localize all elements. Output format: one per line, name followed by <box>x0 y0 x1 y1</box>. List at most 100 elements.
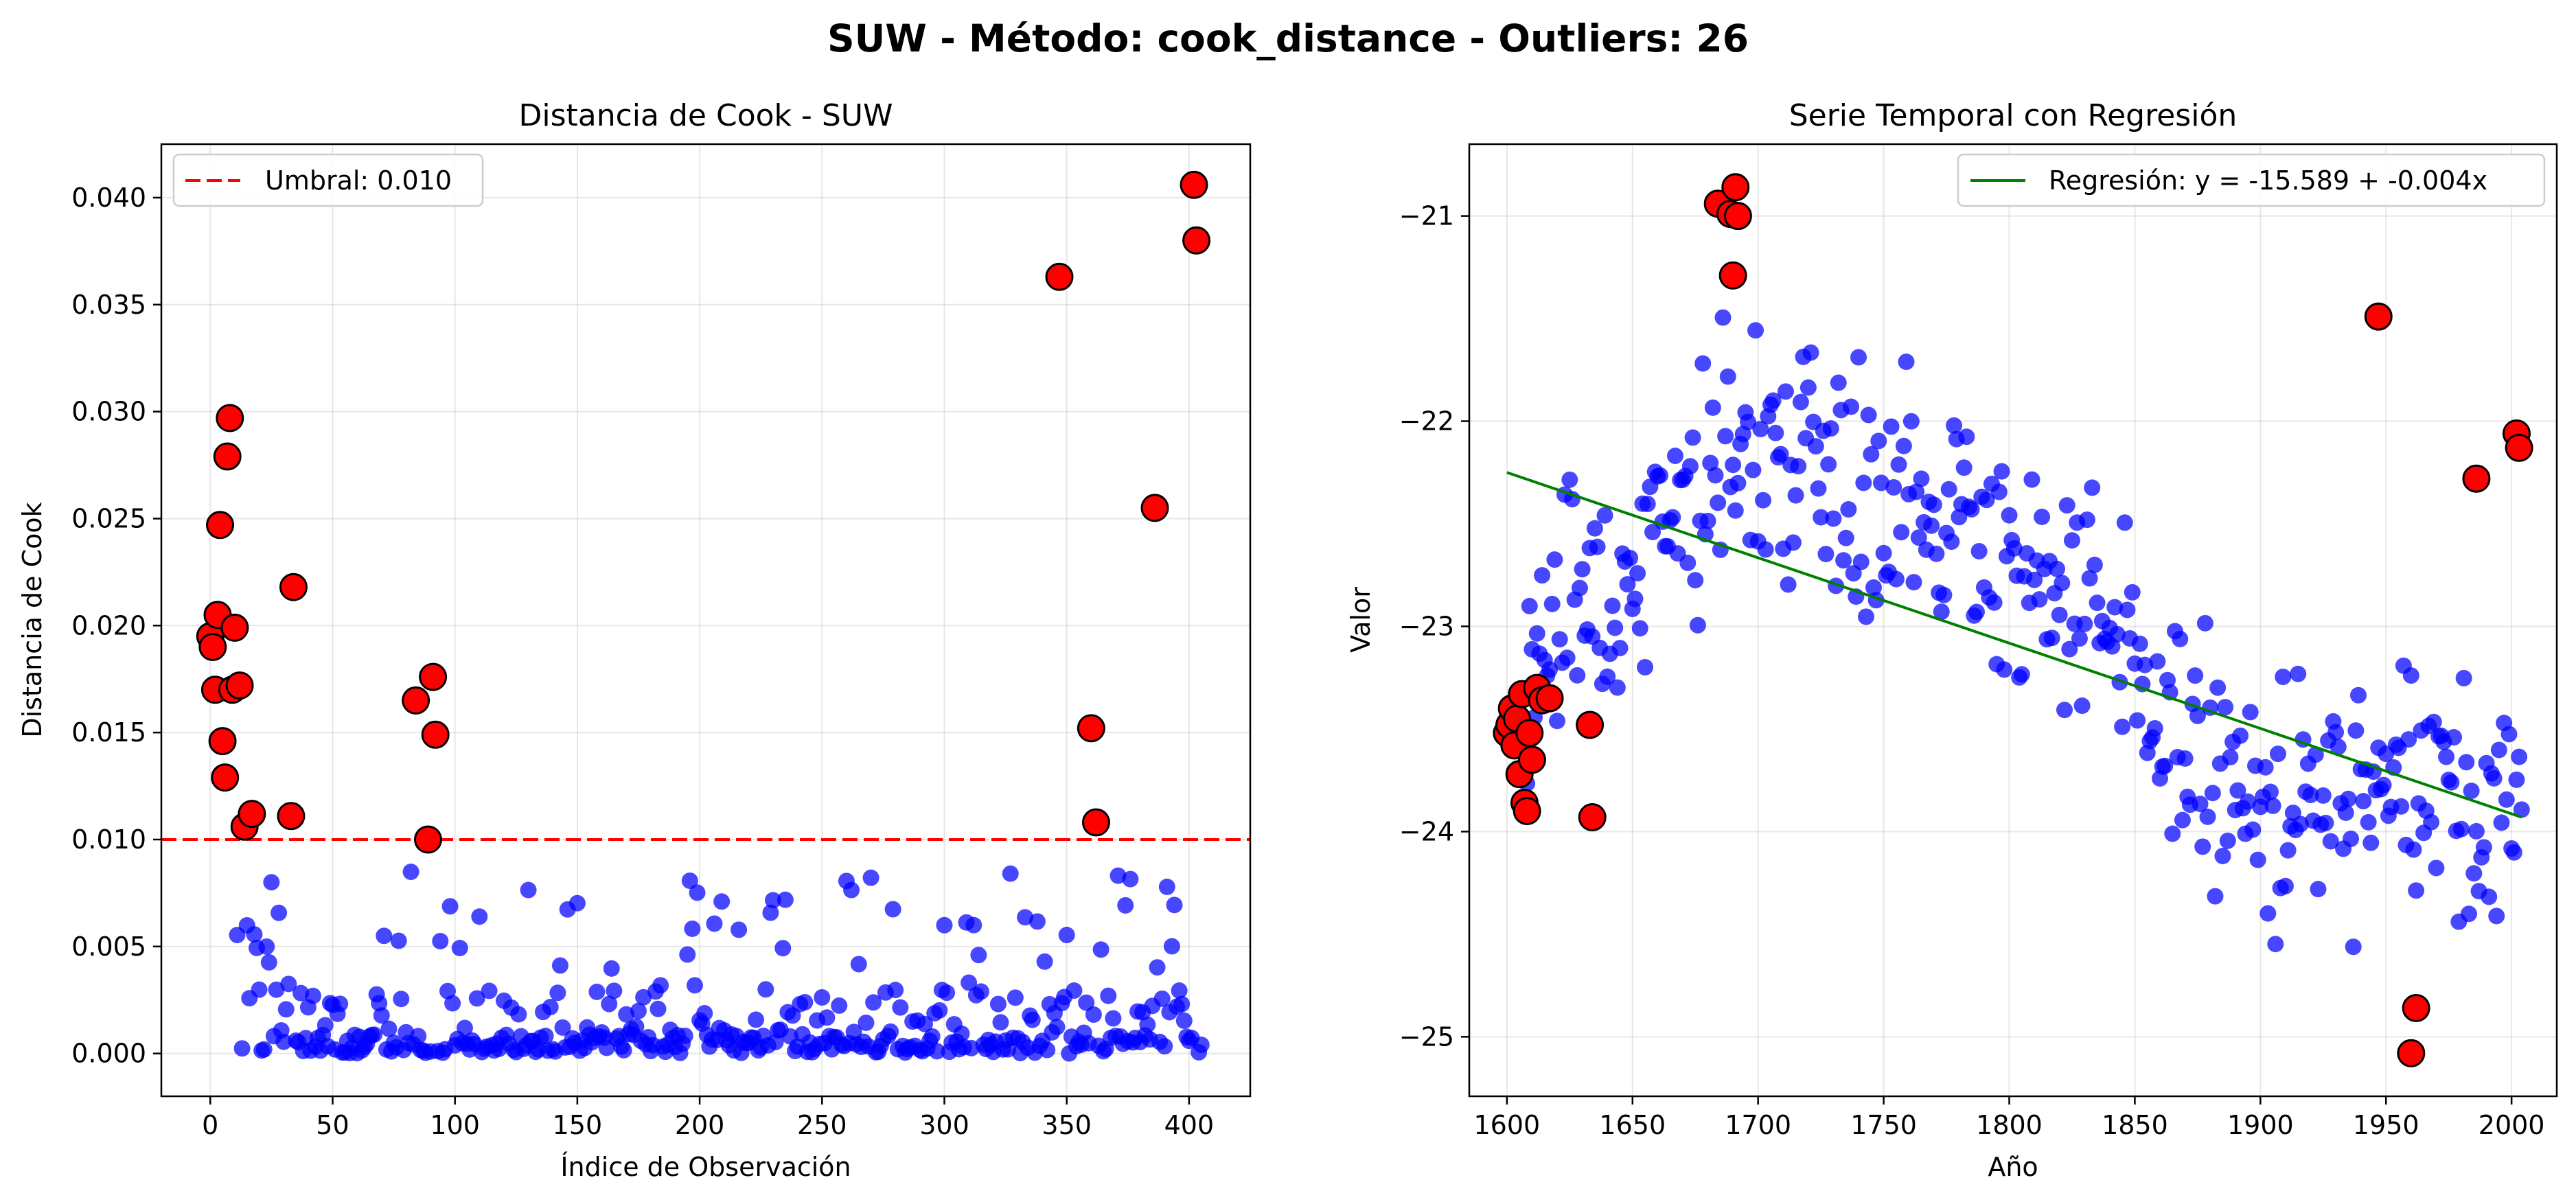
series-point <box>2327 724 2345 741</box>
cook-point <box>410 1028 427 1045</box>
cook-y-tick-label: 0.025 <box>71 503 146 533</box>
series-point <box>2054 575 2071 592</box>
series-point <box>1629 565 1646 582</box>
series-point <box>1943 533 1960 551</box>
cook-point <box>757 981 774 998</box>
series-point <box>1559 649 1576 667</box>
cook-point <box>549 984 566 1002</box>
series-point <box>2475 839 2492 856</box>
series-point <box>2490 741 2507 759</box>
cook-chart-title: Distancia de Cook - SUW <box>518 98 893 133</box>
cook-point <box>684 920 701 937</box>
cook-point <box>468 990 485 1007</box>
series-x-tick-label: 1900 <box>2227 1110 2294 1140</box>
series-point <box>2463 783 2480 800</box>
cook-point <box>233 1040 251 1057</box>
series-point <box>2405 841 2422 858</box>
series-point <box>1757 541 1774 558</box>
series-point <box>1799 379 1817 396</box>
cook-outlier-point <box>238 800 266 829</box>
series-point <box>2400 731 2417 748</box>
cook-point <box>1058 927 1075 944</box>
series-y-tick-label: −23 <box>1399 611 1454 641</box>
cook-point <box>393 991 410 1008</box>
cook-legend: Umbral: 0.010 <box>172 153 484 207</box>
time-series-panel: 1600 1650 1700 1750 1800 1850 1900 1950 2000 −21… <box>1346 98 2558 1182</box>
series-point <box>1885 479 1902 496</box>
series-point <box>1825 510 1842 527</box>
series-point <box>2219 832 2236 849</box>
series-point <box>2485 770 2503 787</box>
cook-point <box>1175 1012 1193 1029</box>
cook-outlier-point <box>211 763 240 792</box>
series-point <box>2187 667 2204 684</box>
cook-point <box>628 1018 645 1035</box>
cook-point <box>865 994 882 1011</box>
series-x-axis-label: Año <box>1988 1152 2038 1182</box>
series-point <box>1883 418 1900 435</box>
series-point <box>2149 653 2166 670</box>
series-outlier-point <box>2397 1039 2426 1067</box>
series-point <box>2071 630 2088 647</box>
series-point <box>1702 454 1719 472</box>
series-point <box>1852 553 1870 570</box>
cook-point <box>1007 989 1024 1006</box>
cook-point <box>706 915 723 932</box>
series-point <box>1830 374 1847 391</box>
series-point <box>2458 754 2475 771</box>
series-point <box>1586 520 1603 537</box>
cook-point <box>366 1026 383 1043</box>
series-y-tick-label: −22 <box>1399 406 1454 437</box>
series-point <box>2337 804 2354 821</box>
series-point <box>2194 838 2211 855</box>
series-point <box>1863 446 1880 463</box>
series-point <box>2108 625 2126 643</box>
cook-x-tick-label: 350 <box>1042 1110 1092 1140</box>
series-point <box>1596 507 1613 524</box>
cook-y-axis-label: Distancia de Cook <box>17 502 47 737</box>
series-point <box>2292 816 2309 833</box>
cook-point <box>601 995 618 1013</box>
series-point <box>2051 606 2068 623</box>
series-outlier-point <box>1513 796 1541 825</box>
series-point <box>1865 579 1882 596</box>
series-point <box>1810 480 1827 497</box>
series-point <box>1684 429 1701 446</box>
series-point <box>2222 748 2239 765</box>
series-point <box>1699 512 1716 529</box>
series-point <box>2164 825 2181 842</box>
cook-y-tick-label: 0.010 <box>71 824 146 855</box>
cook-x-tick-label: 400 <box>1164 1110 1215 1140</box>
series-point <box>1893 524 1910 541</box>
cook-point <box>992 1014 1009 1031</box>
cook-point <box>606 982 623 999</box>
series-point <box>1543 595 1561 612</box>
cook-point <box>777 891 794 908</box>
series-point <box>2465 865 2483 882</box>
series-outlier-point <box>2402 993 2430 1022</box>
cook-outlier-point <box>413 825 442 854</box>
cook-point <box>444 995 461 1012</box>
cook-point <box>1149 959 1166 976</box>
series-y-axis-ticks: −21 −22 −23 −24 −25 <box>1399 201 1469 1052</box>
cook-point <box>713 893 731 910</box>
cook-point <box>652 977 669 994</box>
series-point <box>1933 603 1950 621</box>
cook-point <box>380 1020 398 1037</box>
cook-point <box>731 921 748 938</box>
series-point <box>1637 658 1654 675</box>
series-point <box>2034 508 2051 525</box>
cook-point <box>1066 982 1083 999</box>
cook-outlier-point <box>1045 262 1074 291</box>
series-point <box>2446 729 2463 746</box>
series-outlier-point <box>1723 202 1752 231</box>
series-point <box>1619 576 1636 593</box>
series-point <box>1571 579 1588 597</box>
series-point <box>2402 667 2419 684</box>
series-point <box>2063 532 2080 549</box>
series-point <box>1719 368 1736 385</box>
cook-point <box>686 977 703 994</box>
cook-x-tick-label: 150 <box>553 1110 603 1140</box>
series-point <box>2262 783 2279 800</box>
cook-point <box>923 1028 941 1045</box>
